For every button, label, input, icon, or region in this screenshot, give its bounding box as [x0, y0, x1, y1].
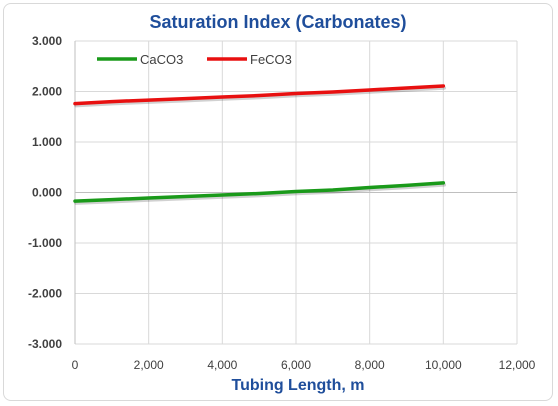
x-tick-label: 4,000 — [207, 358, 237, 372]
chart-title: Saturation Index (Carbonates) — [149, 12, 406, 32]
legend-label-caco3: CaCO3 — [140, 52, 183, 67]
series-line-feco3 — [73, 84, 446, 106]
x-tick-label: 0 — [72, 358, 79, 372]
legend: CaCO3 FeCO3 — [97, 52, 292, 67]
y-tick-label: 0.000 — [32, 186, 62, 200]
x-tick-label: 8,000 — [355, 358, 385, 372]
legend-label-feco3: FeCO3 — [250, 52, 292, 67]
y-tick-label: 1.000 — [32, 135, 62, 149]
series-shadow — [74, 183, 447, 205]
y-tick-label: 3.000 — [32, 34, 62, 48]
series-line-caco3 — [73, 181, 446, 203]
y-tick-label: -1.000 — [28, 236, 62, 250]
y-tick-label: -2.000 — [28, 287, 62, 301]
y-tick-labels: 3.000 2.000 1.000 0.000 -1.000 -2.000 -3.000 — [28, 34, 62, 351]
x-tick-label: 6,000 — [281, 358, 311, 372]
series-lines — [73, 84, 447, 205]
x-tick-label: 10,000 — [425, 358, 462, 372]
x-tick-label: 12,000 — [499, 358, 536, 372]
x-tick-labels: 0 2,000 4,000 6,000 8,000 10,000 12,000 — [72, 358, 536, 372]
y-tick-label: 2.000 — [32, 85, 62, 99]
x-axis-title: Tubing Length, m — [231, 377, 364, 394]
x-tick-label: 2,000 — [134, 358, 164, 372]
y-tick-label: -3.000 — [28, 337, 62, 351]
series-shadow — [74, 86, 447, 108]
